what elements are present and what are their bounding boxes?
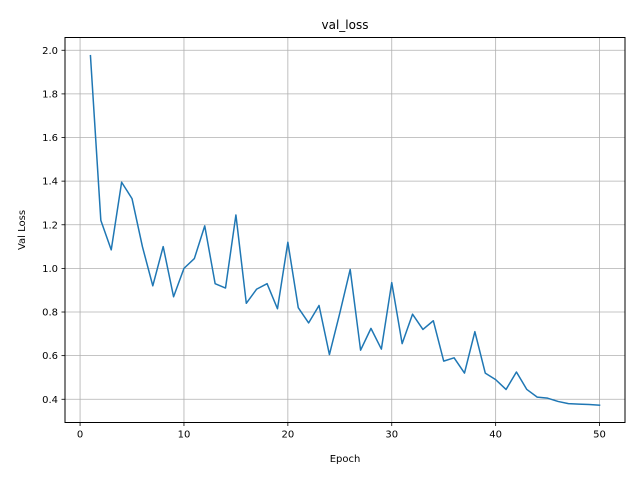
y-tick-label: 1.2 <box>42 220 58 231</box>
series-layer <box>89 54 601 406</box>
y-tick-label: 1.4 <box>42 177 58 188</box>
x-tick-label: 0 <box>77 430 83 441</box>
x-axis-label: Epoch <box>330 454 361 465</box>
y-tick-label: 1.8 <box>42 89 58 100</box>
y-axis-label: Val Loss <box>17 210 28 250</box>
x-tick-label: 50 <box>593 430 606 441</box>
x-tick-label: 10 <box>178 430 191 441</box>
y-tick-label: 0.8 <box>42 308 58 319</box>
y-tick-label: 0.4 <box>42 395 58 406</box>
plot-frame <box>64 37 626 423</box>
x-tick-label: 30 <box>385 430 398 441</box>
axis-ticks: 0 10 20 30 40 50 0.4 0.6 0.8 1.0 1.2 1.4 1.6 1.8 2.0 <box>42 46 606 441</box>
y-tick-label: 1.6 <box>42 133 58 144</box>
chart-title: val_loss <box>322 18 369 32</box>
y-tick-label: 0.6 <box>42 351 58 362</box>
x-tick-label: 20 <box>281 430 294 441</box>
y-tick-label: 1.0 <box>42 264 58 275</box>
val-loss-line <box>89 54 601 406</box>
x-tick-label: 40 <box>489 430 502 441</box>
y-tick-label: 2.0 <box>42 46 58 57</box>
grid-lines <box>65 37 625 423</box>
